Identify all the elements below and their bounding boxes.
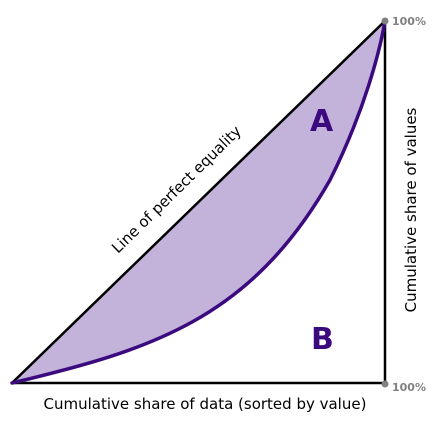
- bottom-right-percent-label: 100%: [392, 381, 426, 394]
- y-axis-label: Cumulative share of values: [402, 107, 420, 312]
- top-right-dot: [381, 17, 389, 25]
- region-b-label: B: [311, 322, 334, 357]
- lorenz-curve: [10, 19, 387, 385]
- x-axis-label: Cumulative share of data (sorted by valu…: [44, 395, 367, 413]
- region-a-label: A: [310, 104, 334, 139]
- equality-line: [11, 20, 386, 384]
- top-right-percent-label: 100%: [392, 15, 426, 28]
- bottom-right-dot: [381, 380, 389, 388]
